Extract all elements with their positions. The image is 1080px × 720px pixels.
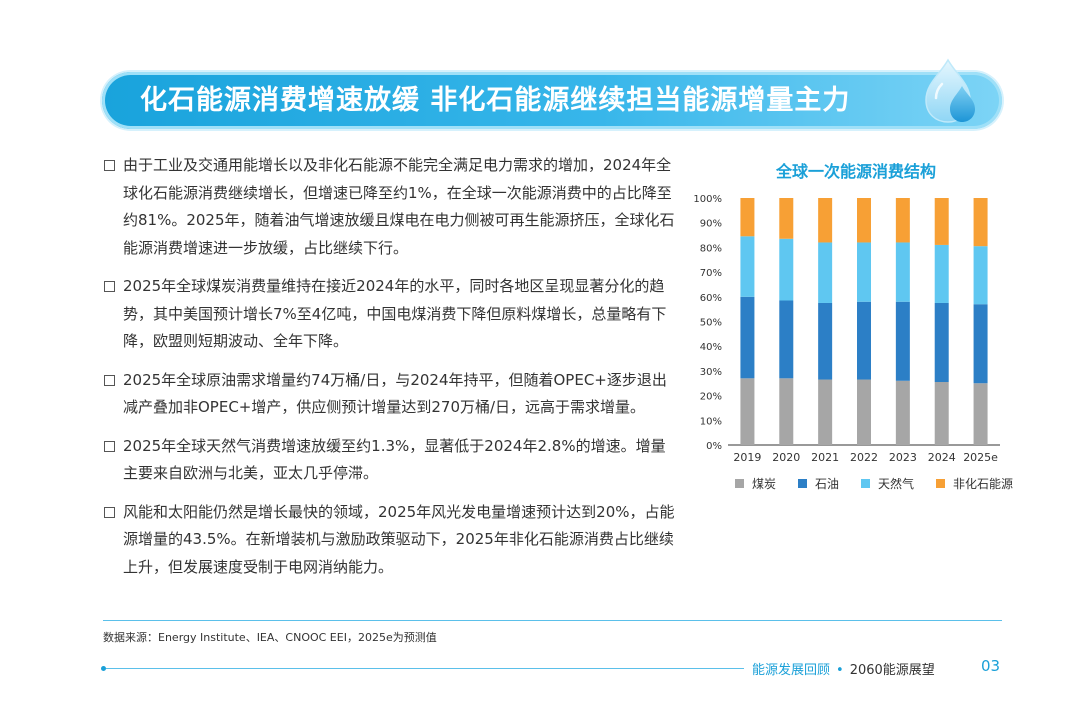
bar-segment	[973, 198, 988, 247]
water-drop-icon	[925, 58, 975, 123]
legend-label: 煤炭	[752, 477, 777, 491]
x-tick-label: 2024	[928, 451, 956, 464]
bullet-list: 由于工业及交通用能增长以及非化石能源不能完全满足电力需求的增加，2024年全球化…	[103, 152, 675, 592]
book-name: 2060能源展望	[849, 663, 935, 678]
bar-segment	[818, 379, 833, 445]
checkbox-square-icon	[104, 506, 115, 518]
bar-segment	[818, 302, 833, 380]
checkbox-square-icon	[104, 281, 115, 292]
legend-swatch	[735, 479, 744, 488]
legend-item: 石油	[798, 475, 839, 492]
checkbox-square-icon	[104, 160, 115, 171]
x-tick-label: 2020	[772, 451, 800, 464]
bullet-text: 风能和太阳能仍然是增长最快的领域，2025年风光发电量增速预计达到20%，占能源…	[123, 502, 675, 576]
bullet-item: 由于工业及交通用能增长以及非化石能源不能完全满足电力需求的增加，2024年全球化…	[103, 152, 675, 262]
y-tick-label: 70%	[700, 268, 722, 279]
stacked-bar-chart: 0% 10% 20% 30% 40% 50% 60% 70% 80% 90% 100% 2019 202…	[693, 194, 1000, 464]
bar-segment	[779, 198, 794, 239]
bullet-item: 2025年全球煤炭消费量维持在接近2024年的水平，同时各地区呈现显著分化的趋势…	[103, 273, 675, 356]
bullet-text: 2025年全球煤炭消费量维持在接近2024年的水平，同时各地区呈现显著分化的趋势…	[123, 277, 667, 350]
x-tick-label: 2023	[889, 451, 917, 464]
bar-segment	[934, 198, 949, 245]
footer-nav: 能源发展回顾 • 2060能源展望	[752, 659, 935, 678]
footer-rule	[106, 668, 744, 669]
x-tick-label: 2019	[733, 451, 761, 464]
section-name: 能源发展回顾	[752, 663, 831, 678]
x-tick-label: 2022	[850, 451, 878, 464]
bullet-item: 风能和太阳能仍然是增长最快的领域，2025年风光发电量增速预计达到20%，占能源…	[103, 499, 675, 582]
bar-segment	[740, 236, 755, 297]
legend-label: 天然气	[878, 477, 915, 491]
y-tick-label: 40%	[700, 342, 722, 353]
chart-legend: 煤炭 石油 天然气 非化石能源	[735, 475, 1013, 492]
y-tick-label: 30%	[700, 367, 722, 378]
checkbox-square-icon	[104, 440, 115, 452]
legend-label: 石油	[815, 477, 840, 491]
footer-separator: •	[836, 663, 844, 678]
bar-segment	[934, 382, 949, 445]
bar-segment	[857, 198, 871, 243]
bar-segment	[895, 242, 910, 302]
bullet-text: 2025年全球原油需求增量约74万桶/日，与2024年持平，但随着OPEC+逐步…	[123, 370, 667, 417]
y-tick-label: 60%	[700, 293, 722, 304]
title-banner: 化石能源消费增速放缓 非化石能源继续担当能源增量主力	[102, 72, 1002, 129]
legend-label: 非化石能源	[953, 477, 1014, 491]
bar-segment	[973, 383, 988, 445]
x-tick-label: 2025e	[963, 451, 998, 464]
bar-segment	[973, 304, 988, 384]
bar-segment	[779, 238, 794, 301]
bar-segment	[818, 242, 833, 303]
bar-segment	[779, 300, 794, 379]
legend-swatch	[861, 479, 871, 488]
bar-segment	[740, 198, 755, 237]
bullet-item: 2025年全球天然气消费增速放缓至约1.3%，显著低于2024年2.8%的增速。…	[103, 433, 675, 488]
bar-segment	[740, 378, 755, 445]
page-title: 化石能源消费增速放缓 非化石能源继续担当能源增量主力	[140, 85, 851, 116]
y-tick-label: 100%	[693, 194, 722, 205]
legend-swatch	[798, 479, 808, 488]
checkbox-square-icon	[104, 374, 115, 386]
page-number: 03	[981, 657, 1001, 675]
bar-segment	[779, 378, 794, 445]
legend-swatch	[936, 479, 946, 488]
bar-segment	[895, 380, 910, 445]
x-tick-label: 2021	[811, 451, 839, 464]
bar-segment	[895, 198, 910, 243]
bar-segment	[895, 301, 910, 381]
bar-segment	[818, 198, 833, 243]
bar-segment	[857, 242, 871, 302]
data-source-note: 数据来源：Energy Institute、IEA、CNOOC EEI，2025…	[103, 631, 437, 644]
y-tick-label: 50%	[700, 318, 722, 329]
bullet-item: 2025年全球原油需求增量约74万桶/日，与2024年持平，但随着OPEC+逐步…	[103, 367, 675, 422]
bar-segment	[934, 244, 949, 303]
bar-segment	[857, 301, 871, 380]
y-tick-label: 80%	[700, 243, 722, 254]
bullet-text: 由于工业及交通用能增长以及非化石能源不能完全满足电力需求的增加，2024年全球化…	[123, 156, 675, 257]
footer-dot	[101, 666, 106, 671]
legend-item: 天然气	[861, 475, 914, 492]
bar-segment	[857, 379, 871, 445]
bar-segment	[934, 302, 949, 383]
y-tick-label: 0%	[706, 441, 722, 452]
footer-divider	[103, 620, 1002, 621]
chart-title: 全球一次能源消费结构	[775, 162, 936, 181]
y-tick-label: 90%	[700, 219, 722, 230]
bullet-text: 2025年全球天然气消费增速放缓至约1.3%，显著低于2024年2.8%的增速。…	[123, 436, 666, 483]
y-tick-label: 20%	[700, 392, 722, 403]
legend-item: 煤炭	[735, 475, 776, 492]
legend-item: 非化石能源	[936, 475, 1013, 492]
bar-segment	[740, 296, 755, 379]
y-tick-label: 10%	[700, 416, 722, 427]
bar-segment	[973, 246, 988, 305]
